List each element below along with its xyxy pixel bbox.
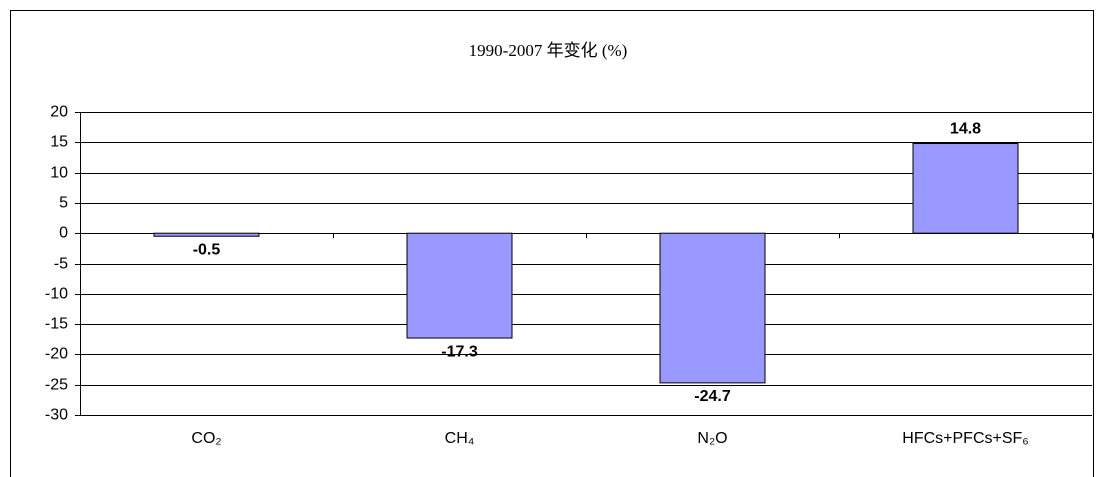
- chart-border: [10, 10, 1094, 477]
- bar: [153, 232, 260, 237]
- value-label: 14.8: [950, 121, 981, 138]
- x-tick-label: N₂O: [697, 430, 727, 447]
- y-tick-label: 20: [50, 104, 68, 121]
- chart-title: 1990-2007 年变化 (%): [469, 41, 628, 60]
- y-tick-label: -5: [54, 256, 68, 273]
- value-label: -0.5: [193, 241, 221, 258]
- y-tick-label: 15: [50, 134, 68, 151]
- x-tick-label: CH₄: [445, 430, 475, 447]
- y-tick-label: 0: [59, 225, 68, 242]
- y-tick-label: 5: [59, 195, 68, 212]
- y-tick-label: -25: [45, 377, 68, 394]
- x-tick-label: HFCs+PFCs+SF₆: [902, 430, 1028, 447]
- y-tick-label: -10: [45, 286, 68, 303]
- y-tick-label: -30: [45, 407, 68, 424]
- y-tick-label: -15: [45, 316, 68, 333]
- bar: [659, 232, 766, 384]
- y-tick-label: -20: [45, 346, 68, 363]
- y-tick-label: 10: [50, 165, 68, 182]
- x-tick-label: CO₂: [191, 430, 221, 447]
- value-label: -17.3: [441, 343, 478, 360]
- value-label: -24.7: [694, 388, 731, 405]
- bar: [912, 143, 1019, 234]
- bar: [406, 232, 513, 339]
